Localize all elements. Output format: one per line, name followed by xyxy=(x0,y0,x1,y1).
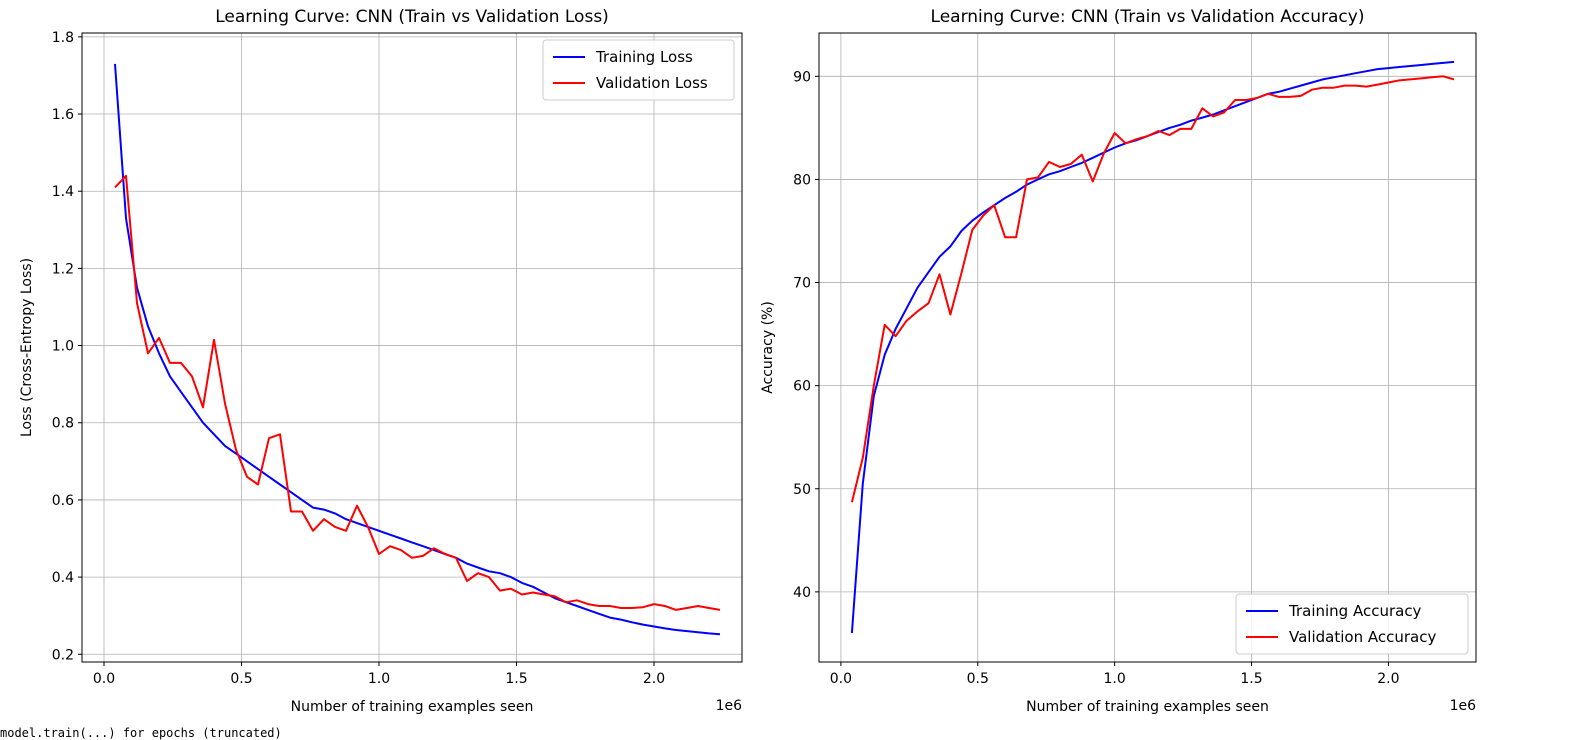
series-line-training-loss xyxy=(114,63,721,636)
y-axis-label: Loss (Cross-Entropy Loss) xyxy=(19,258,35,437)
y-axis-label: Accuracy (%) xyxy=(760,301,776,394)
chart-loss: 0.0 0.5 1.0 1.5 2.0 0.2 0.4 0.6 0.8 1.0 1.2 1.4 1.6 1… xyxy=(19,7,743,715)
y-tick-label: 1.6 xyxy=(52,107,74,123)
x-tick-label: 1.5 xyxy=(505,671,527,687)
legend-label: Validation Accuracy xyxy=(1289,628,1436,646)
y-tick-label: 0.2 xyxy=(52,647,74,663)
legend: Training Loss Validation Loss xyxy=(542,39,735,101)
y-tick-label: 0.4 xyxy=(52,570,74,586)
y-tick-label: 50 xyxy=(793,482,811,498)
y-tick-label: 1.8 xyxy=(52,30,74,46)
y-tick-label: 1.2 xyxy=(52,261,74,277)
series-line-validation-accuracy xyxy=(850,75,1455,503)
legend-label: Validation Loss xyxy=(596,74,708,92)
x-offset-label: 1e6 xyxy=(716,698,743,714)
x-tick-label: 2.0 xyxy=(643,671,665,687)
cell-output-text: model.train(...) for epochs (truncated) xyxy=(0,726,282,740)
legend-box xyxy=(542,39,735,101)
y-tick-label: 70 xyxy=(793,276,811,292)
x-tick-label: 0.0 xyxy=(830,671,852,687)
x-axis-label: Number of training examples seen xyxy=(291,699,534,715)
x-offset-label: 1e6 xyxy=(1450,698,1477,714)
y-tick-label: 0.6 xyxy=(52,493,74,509)
x-tick-label: 0.5 xyxy=(967,671,989,687)
chart-accuracy: 0.0 0.5 1.0 1.5 2.0 40 50 60 70 80 90 Learning Curv… xyxy=(760,7,1477,715)
x-tick-label: 1.0 xyxy=(1104,671,1126,687)
series-line-training-accuracy xyxy=(850,60,1455,634)
axes-frame xyxy=(818,32,1477,663)
legend-label: Training Loss xyxy=(595,48,693,66)
y-tick-label: 90 xyxy=(793,69,811,85)
x-axis-label: Number of training examples seen xyxy=(1026,699,1269,715)
y-tick-label: 40 xyxy=(793,585,811,601)
legend-label: Training Accuracy xyxy=(1288,602,1422,620)
series-line-validation-loss xyxy=(114,174,721,611)
legend: Training Accuracy Validation Accuracy xyxy=(1235,593,1469,655)
x-tick-label: 0.5 xyxy=(230,671,252,687)
legend-box xyxy=(1235,593,1469,655)
y-tick-label: 1.0 xyxy=(52,339,74,355)
axes-frame xyxy=(81,32,743,663)
x-tick-label: 2.0 xyxy=(1377,671,1399,687)
x-tick-label: 0.0 xyxy=(93,671,115,687)
chart-title: Learning Curve: CNN (Train vs Validation… xyxy=(215,7,609,27)
x-tick-label: 1.5 xyxy=(1240,671,1262,687)
y-tick-label: 0.8 xyxy=(52,416,74,432)
y-tick-label: 1.4 xyxy=(52,184,74,200)
y-tick-label: 80 xyxy=(793,172,811,188)
x-tick-label: 1.0 xyxy=(368,671,390,687)
chart-title: Learning Curve: CNN (Train vs Validation… xyxy=(931,7,1365,27)
y-tick-label: 60 xyxy=(793,379,811,395)
